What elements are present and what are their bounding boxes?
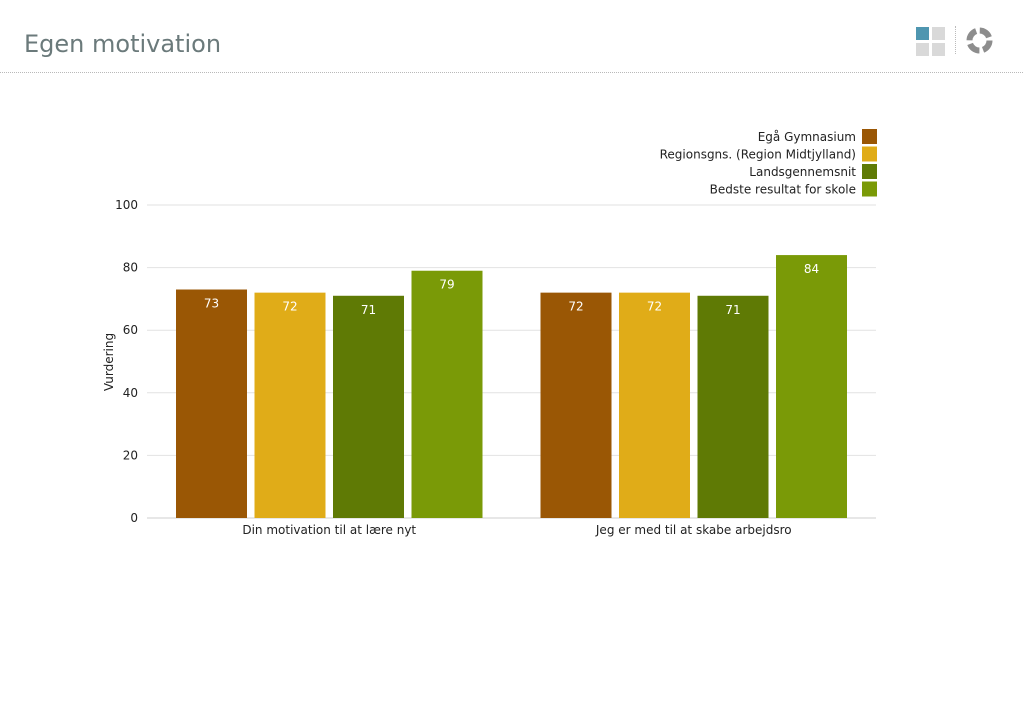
legend-label: Egå Gymnasium bbox=[758, 130, 856, 144]
bar-value-label: 72 bbox=[568, 300, 583, 314]
y-axis-label: Vurdering bbox=[102, 333, 116, 391]
y-tick-label: 0 bbox=[130, 511, 138, 525]
legend-swatch bbox=[862, 164, 877, 179]
y-tick-label: 20 bbox=[123, 448, 138, 462]
bar-value-label: 73 bbox=[204, 297, 219, 311]
y-tick-label: 100 bbox=[115, 198, 138, 212]
bar-value-label: 79 bbox=[439, 278, 454, 292]
bar-value-label: 72 bbox=[647, 300, 662, 314]
bar[interactable] bbox=[619, 292, 690, 518]
bar-value-label: 72 bbox=[282, 300, 297, 314]
ring-chart-icon[interactable] bbox=[965, 26, 994, 55]
grid-view-icon[interactable] bbox=[916, 27, 945, 56]
bar[interactable] bbox=[254, 292, 326, 518]
legend-swatch bbox=[862, 181, 877, 197]
bar-value-label: 71 bbox=[361, 303, 376, 317]
bar-value-label: 71 bbox=[725, 303, 740, 317]
bar[interactable] bbox=[176, 289, 247, 518]
x-tick-label: Din motivation til at lære nyt bbox=[242, 523, 416, 537]
bar[interactable] bbox=[697, 295, 769, 518]
y-axis-ticks: 0 20 40 60 80 100 bbox=[115, 198, 138, 525]
header-divider bbox=[0, 72, 1023, 73]
page-header: Egen motivation bbox=[0, 0, 1023, 73]
legend-swatch bbox=[862, 146, 877, 162]
bar-value-label: 84 bbox=[804, 262, 819, 276]
page-title: Egen motivation bbox=[24, 30, 222, 58]
chart-bars: 73 72 71 79 72 72 71 84 bbox=[176, 255, 847, 518]
y-tick-label: 40 bbox=[123, 386, 138, 400]
legend-swatch bbox=[862, 129, 877, 144]
legend-label: Bedste resultat for skole bbox=[710, 183, 856, 197]
chart-legend: Egå Gymnasium Regionsgns. (Region Midtjyl… bbox=[660, 129, 877, 197]
icon-divider bbox=[955, 26, 956, 54]
bar[interactable] bbox=[333, 295, 404, 518]
bar[interactable] bbox=[540, 292, 612, 518]
y-tick-label: 60 bbox=[123, 323, 138, 337]
view-toggle bbox=[916, 26, 996, 56]
x-tick-label: Jeg er med til at skabe arbejdsro bbox=[595, 523, 792, 537]
bar[interactable] bbox=[776, 255, 847, 518]
legend-label: Landsgennemsnit bbox=[749, 165, 856, 179]
bar[interactable] bbox=[411, 270, 483, 518]
x-axis-ticks: Din motivation til at lære nyt Jeg er med… bbox=[242, 523, 791, 537]
y-tick-label: 80 bbox=[123, 261, 138, 275]
legend-label: Regionsgns. (Region Midtjylland) bbox=[660, 148, 856, 162]
